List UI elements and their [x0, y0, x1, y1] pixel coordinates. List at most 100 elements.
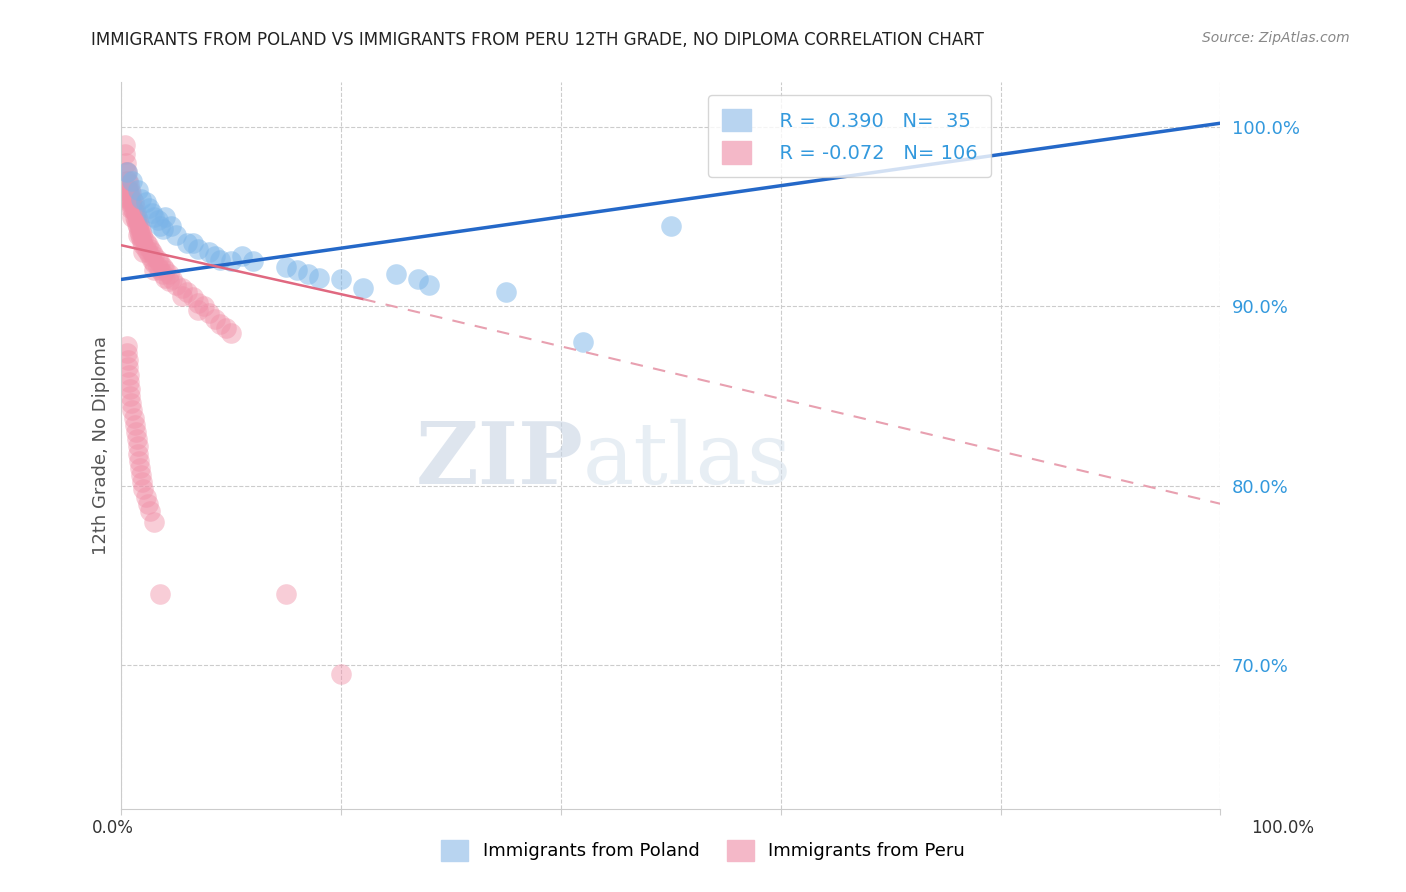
- Point: [118, 178, 141, 192]
- Point: [115, 346, 138, 360]
- Point: [128, 217, 150, 231]
- Point: [117, 360, 139, 375]
- Point: [276, 260, 298, 274]
- Point: [120, 192, 142, 206]
- Point: [146, 260, 169, 274]
- Point: [127, 446, 149, 460]
- Point: [149, 586, 172, 600]
- Point: [118, 195, 141, 210]
- Point: [385, 267, 408, 281]
- Point: [330, 667, 353, 681]
- Point: [127, 213, 149, 227]
- Point: [135, 242, 157, 256]
- Point: [139, 242, 162, 256]
- Point: [128, 224, 150, 238]
- Point: [181, 290, 204, 304]
- Point: [141, 252, 163, 267]
- Point: [209, 318, 232, 332]
- Point: [204, 249, 226, 263]
- Point: [152, 267, 174, 281]
- Point: [139, 249, 162, 263]
- Point: [115, 155, 138, 169]
- Point: [131, 235, 153, 249]
- Point: [136, 497, 159, 511]
- Point: [117, 183, 139, 197]
- Point: [114, 137, 136, 152]
- Point: [115, 164, 138, 178]
- Point: [187, 295, 209, 310]
- Point: [125, 217, 148, 231]
- Point: [285, 263, 308, 277]
- Text: IMMIGRANTS FROM POLAND VS IMMIGRANTS FROM PERU 12TH GRADE, NO DIPLOMA CORRELATIO: IMMIGRANTS FROM POLAND VS IMMIGRANTS FRO…: [91, 31, 984, 49]
- Point: [131, 475, 153, 490]
- Point: [297, 267, 319, 281]
- Point: [127, 227, 149, 242]
- Point: [143, 256, 166, 270]
- Point: [129, 231, 152, 245]
- Point: [115, 164, 138, 178]
- Point: [120, 389, 142, 403]
- Point: [122, 195, 145, 210]
- Point: [181, 236, 204, 251]
- Point: [115, 339, 138, 353]
- Point: [132, 245, 155, 260]
- Point: [120, 382, 142, 396]
- Point: [120, 195, 142, 210]
- Point: [221, 326, 243, 341]
- Point: [176, 285, 198, 299]
- Point: [127, 439, 149, 453]
- Point: [193, 299, 215, 313]
- Point: [170, 288, 193, 302]
- Point: [129, 224, 152, 238]
- Point: [209, 252, 232, 267]
- Point: [187, 242, 209, 256]
- Point: [141, 206, 163, 220]
- Text: 0.0%: 0.0%: [91, 819, 134, 837]
- Point: [149, 256, 172, 270]
- Point: [204, 311, 226, 326]
- Point: [115, 174, 138, 188]
- Point: [135, 490, 157, 504]
- Point: [120, 183, 142, 197]
- Point: [170, 281, 193, 295]
- Point: [117, 192, 139, 206]
- Y-axis label: 12th Grade, No Diploma: 12th Grade, No Diploma: [93, 336, 110, 555]
- Text: atlas: atlas: [583, 418, 792, 501]
- Point: [125, 210, 148, 224]
- Point: [121, 192, 143, 206]
- Point: [572, 335, 595, 350]
- Point: [146, 213, 169, 227]
- Point: [231, 249, 253, 263]
- Point: [124, 201, 146, 215]
- Point: [136, 245, 159, 260]
- Point: [125, 213, 148, 227]
- Point: [118, 368, 141, 382]
- Point: [124, 210, 146, 224]
- Point: [139, 504, 162, 518]
- Point: [114, 146, 136, 161]
- Text: Source: ZipAtlas.com: Source: ZipAtlas.com: [1202, 31, 1350, 45]
- Point: [132, 483, 155, 497]
- Point: [128, 453, 150, 467]
- Point: [176, 236, 198, 251]
- Point: [157, 267, 180, 281]
- Point: [125, 206, 148, 220]
- Point: [129, 192, 152, 206]
- Point: [125, 425, 148, 439]
- Legend: Immigrants from Poland, Immigrants from Peru: Immigrants from Poland, Immigrants from …: [432, 830, 974, 870]
- Point: [121, 174, 143, 188]
- Point: [143, 515, 166, 529]
- Point: [160, 219, 183, 233]
- Point: [155, 270, 177, 285]
- Point: [160, 272, 183, 286]
- Point: [135, 195, 157, 210]
- Point: [117, 353, 139, 368]
- Point: [120, 396, 142, 410]
- Point: [127, 220, 149, 235]
- Point: [117, 174, 139, 188]
- Legend:   R =  0.390   N=  35,   R = -0.072   N= 106: R = 0.390 N= 35, R = -0.072 N= 106: [709, 95, 991, 178]
- Point: [152, 222, 174, 236]
- Point: [276, 586, 298, 600]
- Point: [157, 274, 180, 288]
- Point: [131, 227, 153, 242]
